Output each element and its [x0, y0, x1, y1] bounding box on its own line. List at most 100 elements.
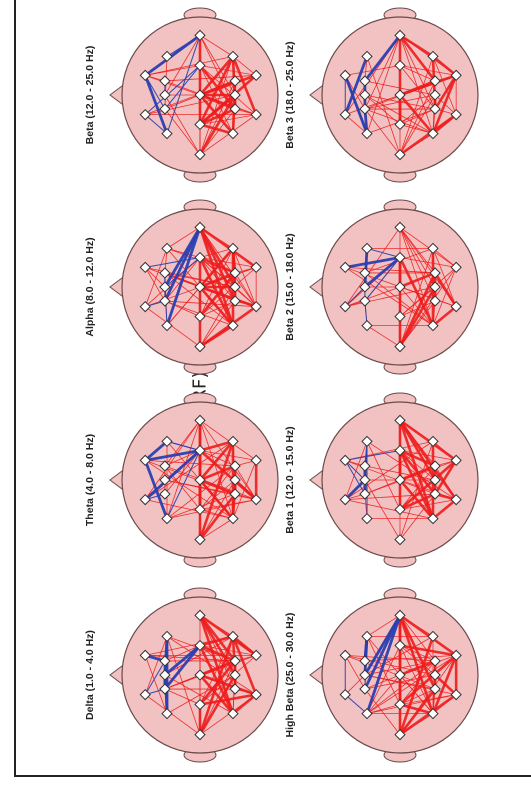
electrode-marker	[139, 688, 151, 701]
electrode-marker	[194, 698, 206, 711]
electrode-marker	[359, 474, 371, 486]
band-label: Beta 2 (15.0 - 18.0 Hz)	[284, 233, 296, 341]
negative-connection	[344, 479, 366, 501]
negative-connection	[363, 614, 402, 690]
electrode-marker	[361, 319, 373, 332]
electrode-marker	[194, 474, 206, 486]
positive-connection	[399, 449, 436, 468]
negative-connection	[143, 459, 169, 520]
electrode-marker	[159, 103, 171, 115]
positive-connection	[164, 300, 201, 317]
electrode-marker	[427, 630, 439, 643]
electrode-marker	[227, 512, 239, 525]
positive-connection	[164, 645, 201, 662]
electrode-marker	[161, 512, 173, 525]
electrode-marker	[139, 454, 151, 467]
band-label: Beta 3 (18.0 - 25.0 Hz)	[284, 41, 296, 149]
positive-connection	[199, 226, 257, 269]
positive-connection	[199, 34, 234, 57]
positive-connection	[231, 635, 258, 696]
positive-connection	[234, 465, 257, 500]
electrode-marker	[359, 75, 371, 87]
positive-connection	[366, 655, 457, 714]
electrode-marker	[229, 669, 241, 681]
positive-connection	[399, 499, 457, 510]
electrode-marker	[159, 488, 171, 500]
positive-connection	[231, 55, 258, 116]
positive-connection	[199, 479, 236, 510]
electrode-marker	[450, 688, 462, 701]
positive-connection	[199, 509, 234, 519]
positive-connection	[344, 114, 368, 134]
positive-connection	[399, 286, 434, 326]
electrode-marker	[394, 221, 406, 233]
positive-connection	[199, 35, 236, 110]
positive-connection	[164, 465, 257, 501]
electrode-marker	[361, 242, 373, 255]
electrode-marker	[359, 683, 371, 695]
negative-connection	[144, 114, 168, 134]
positive-connection	[432, 113, 457, 135]
positive-connection	[198, 55, 235, 126]
head-map	[109, 7, 279, 183]
electrode-marker	[359, 460, 371, 472]
positive-connection	[145, 94, 236, 116]
positive-connection	[198, 94, 237, 156]
electrode-marker	[429, 281, 441, 293]
positive-connection	[198, 440, 235, 541]
positive-connection	[433, 272, 458, 308]
electrode-marker	[394, 251, 406, 264]
positive-connection	[199, 74, 257, 97]
positive-connection	[199, 108, 236, 155]
electrode-marker	[229, 683, 241, 695]
electrode-marker	[339, 649, 351, 662]
positive-connection	[364, 35, 401, 110]
positive-connection	[232, 693, 257, 715]
electrode-marker	[450, 649, 462, 662]
positive-connection	[399, 645, 436, 662]
electrode-marker	[229, 103, 241, 115]
electrode-marker	[161, 242, 173, 255]
positive-connection	[345, 286, 401, 308]
positive-connection	[199, 286, 234, 327]
positive-connection	[199, 266, 257, 288]
electrode-marker	[194, 639, 206, 652]
positive-connection	[198, 226, 235, 327]
positive-connection	[144, 267, 166, 288]
positive-connection	[164, 479, 257, 501]
electrode-marker	[429, 460, 441, 472]
negative-connection	[144, 440, 168, 462]
electrode-marker	[339, 454, 351, 467]
electrode-marker	[394, 698, 406, 711]
positive-connection	[144, 636, 168, 695]
positive-connection	[399, 267, 457, 317]
positive-connection	[164, 94, 201, 110]
electrode-marker	[161, 630, 173, 643]
electrode-marker	[250, 69, 262, 82]
negative-connection	[144, 449, 201, 501]
electrode-marker	[450, 454, 462, 467]
electrode-marker	[194, 149, 206, 161]
positive-connection	[364, 108, 401, 155]
electrode-marker	[159, 267, 171, 279]
frame-left-border	[14, 0, 16, 776]
electrode-marker	[394, 609, 406, 621]
electrode-marker	[227, 435, 239, 448]
positive-connection	[199, 674, 234, 715]
negative-connection	[343, 55, 369, 116]
electrode-marker	[139, 300, 151, 313]
negative-connection	[166, 35, 201, 134]
positive-connection	[432, 498, 457, 520]
electrode-marker	[429, 655, 441, 667]
positive-connection	[432, 267, 457, 326]
positive-connection	[199, 285, 257, 308]
electrode-marker	[227, 242, 239, 255]
electrode-marker	[159, 295, 171, 307]
positive-connection	[199, 420, 257, 461]
positive-connection	[199, 635, 234, 647]
negative-connection	[344, 75, 368, 134]
positive-connection	[366, 636, 401, 705]
electrode-marker	[339, 688, 351, 701]
positive-connection	[398, 635, 435, 736]
